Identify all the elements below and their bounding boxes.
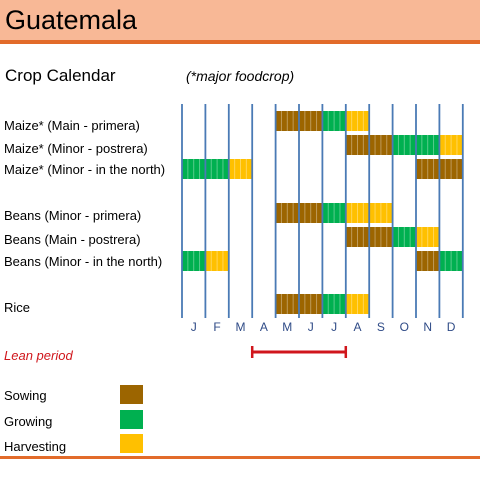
row-label-rice: Rice [4,300,31,315]
footer-rule [0,456,480,459]
row-label-maize-minor-north: Maize* (Minor - in the north) [4,162,166,177]
legend-swatch-harvesting [120,434,143,453]
major-foodcrop-note: (*major foodcrop) [186,68,295,84]
row-label-beans-minor-primera: Beans (Minor - primera) [4,208,142,223]
row-label-maize-main-primera: Maize* (Main - primera) [4,118,140,133]
bar-harvesting-row6-seg2 [345,294,370,314]
month-tick-3: A [260,320,268,334]
month-tick-7: A [353,320,361,334]
bar-growing-row5-seg3 [439,251,463,271]
row-label-maize-minor-postrera: Maize* (Minor - postrera) [4,141,148,156]
legend-swatch-growing [120,410,143,429]
month-tick-5: J [308,320,314,334]
bar-growing-row6-seg1 [322,294,346,314]
bar-harvesting-row1-seg2 [439,135,463,155]
bar-harvesting-row4-seg2 [416,227,440,247]
bar-growing-row3-seg1 [322,203,346,223]
month-tick-11: D [447,320,456,334]
legend-label-sowing: Sowing [4,388,47,403]
bar-harvesting-row5-seg1 [205,251,229,271]
month-tick-9: O [400,320,409,334]
month-tick-8: S [377,320,385,334]
row-label-beans-minor-north: Beans (Minor - in the north) [4,254,163,269]
bar-harvesting-row0-seg2 [345,111,370,131]
month-tick-1: F [213,320,220,334]
bar-harvesting-row2-seg1 [228,159,253,179]
bar-growing-row4-seg1 [392,227,416,247]
month-tick-10: N [423,320,432,334]
legend-label-growing: Growing [4,414,53,429]
month-tick-0: J [191,320,197,334]
legend-swatch-sowing [120,385,143,404]
header-band: Guatemala [0,0,480,40]
bar-sowing-row5-seg2 [416,251,440,271]
bar-growing-row0-seg1 [322,111,346,131]
header-rule [0,40,480,44]
lean-period-label: Lean period [4,348,73,363]
legend-label-harvesting: Harvesting [4,439,67,454]
month-tick-4: M [282,320,292,334]
page-title: Guatemala [5,5,138,35]
month-tick-2: M [236,320,246,334]
bar-growing-row5-seg0 [182,251,206,271]
month-tick-6: J [331,320,337,334]
row-label-beans-main-postrera: Beans (Main - postrera) [4,232,141,247]
chart-subtitle: Crop Calendar [5,66,116,85]
